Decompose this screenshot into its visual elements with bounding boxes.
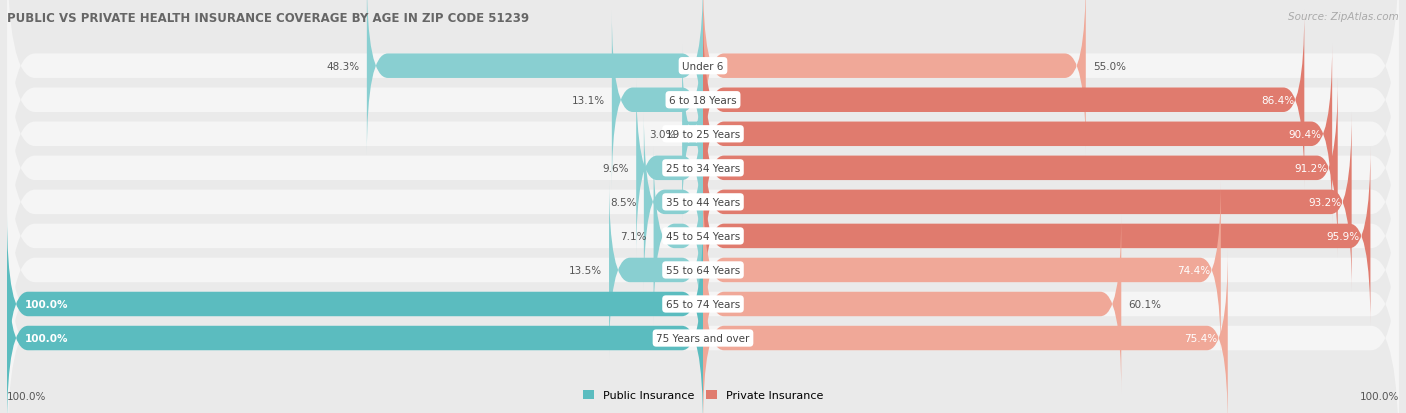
Text: 91.2%: 91.2% — [1294, 164, 1327, 173]
FancyBboxPatch shape — [703, 147, 1371, 326]
FancyBboxPatch shape — [703, 215, 1121, 394]
FancyBboxPatch shape — [7, 215, 1399, 413]
FancyBboxPatch shape — [7, 215, 703, 394]
Legend: Public Insurance, Private Insurance: Public Insurance, Private Insurance — [579, 386, 827, 405]
Text: 19 to 25 Years: 19 to 25 Years — [666, 129, 740, 140]
Text: 6 to 18 Years: 6 to 18 Years — [669, 95, 737, 105]
Text: 100.0%: 100.0% — [1360, 391, 1399, 401]
FancyBboxPatch shape — [7, 249, 703, 413]
FancyBboxPatch shape — [703, 180, 1220, 360]
Text: 7.1%: 7.1% — [620, 231, 647, 241]
FancyBboxPatch shape — [636, 79, 703, 258]
Text: 13.1%: 13.1% — [572, 95, 605, 105]
FancyBboxPatch shape — [654, 147, 703, 326]
Text: 100.0%: 100.0% — [24, 333, 67, 343]
FancyBboxPatch shape — [703, 11, 1305, 190]
Text: 48.3%: 48.3% — [326, 62, 360, 71]
Text: 93.2%: 93.2% — [1308, 197, 1341, 207]
Text: 100.0%: 100.0% — [7, 391, 46, 401]
Text: 13.5%: 13.5% — [569, 265, 602, 275]
FancyBboxPatch shape — [7, 45, 1399, 292]
Text: Source: ZipAtlas.com: Source: ZipAtlas.com — [1288, 12, 1399, 22]
Text: 45 to 54 Years: 45 to 54 Years — [666, 231, 740, 241]
FancyBboxPatch shape — [703, 113, 1351, 292]
FancyBboxPatch shape — [612, 11, 703, 190]
FancyBboxPatch shape — [609, 180, 703, 360]
Text: 25 to 34 Years: 25 to 34 Years — [666, 164, 740, 173]
Text: 74.4%: 74.4% — [1177, 265, 1211, 275]
Text: 90.4%: 90.4% — [1289, 129, 1322, 140]
Text: 65 to 74 Years: 65 to 74 Years — [666, 299, 740, 309]
FancyBboxPatch shape — [644, 113, 703, 292]
Text: 8.5%: 8.5% — [610, 197, 637, 207]
Text: 75 Years and over: 75 Years and over — [657, 333, 749, 343]
Text: 86.4%: 86.4% — [1261, 95, 1294, 105]
FancyBboxPatch shape — [703, 79, 1337, 258]
FancyBboxPatch shape — [703, 0, 1085, 156]
FancyBboxPatch shape — [7, 147, 1399, 394]
FancyBboxPatch shape — [7, 11, 1399, 258]
FancyBboxPatch shape — [7, 79, 1399, 326]
Text: 60.1%: 60.1% — [1128, 299, 1161, 309]
Text: 100.0%: 100.0% — [24, 299, 67, 309]
Text: Under 6: Under 6 — [682, 62, 724, 71]
Text: 55 to 64 Years: 55 to 64 Years — [666, 265, 740, 275]
FancyBboxPatch shape — [7, 0, 1399, 224]
Text: 95.9%: 95.9% — [1327, 231, 1360, 241]
Text: 35 to 44 Years: 35 to 44 Years — [666, 197, 740, 207]
FancyBboxPatch shape — [703, 249, 1227, 413]
FancyBboxPatch shape — [367, 0, 703, 156]
Text: 55.0%: 55.0% — [1092, 62, 1126, 71]
Text: 3.0%: 3.0% — [648, 129, 675, 140]
Text: PUBLIC VS PRIVATE HEALTH INSURANCE COVERAGE BY AGE IN ZIP CODE 51239: PUBLIC VS PRIVATE HEALTH INSURANCE COVER… — [7, 12, 529, 25]
FancyBboxPatch shape — [703, 45, 1331, 224]
FancyBboxPatch shape — [7, 0, 1399, 190]
Text: 9.6%: 9.6% — [603, 164, 630, 173]
FancyBboxPatch shape — [7, 113, 1399, 360]
FancyBboxPatch shape — [7, 180, 1399, 413]
Text: 75.4%: 75.4% — [1184, 333, 1218, 343]
FancyBboxPatch shape — [682, 45, 703, 224]
